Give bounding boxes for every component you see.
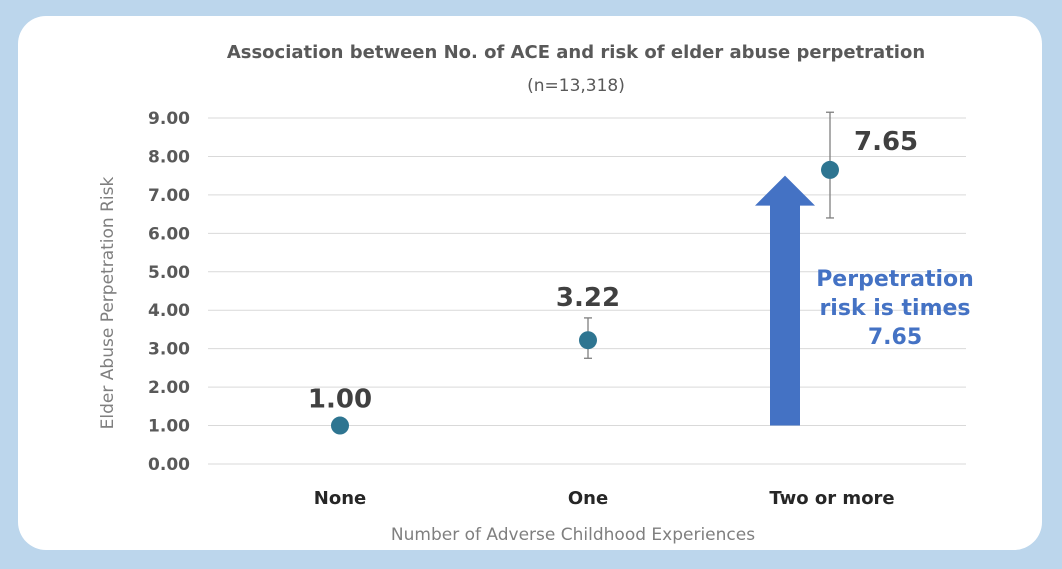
x-axis-label: Number of Adverse Childhood Experiences (391, 525, 755, 545)
chart-subtitle: (n=13,318) (527, 76, 625, 96)
chart-card: Association between No. of ACE and risk … (18, 16, 1042, 550)
annotation-arrow-group (755, 175, 815, 426)
annotation-line: Perpetration (816, 267, 974, 292)
chart-title: Association between No. of ACE and risk … (227, 42, 925, 63)
annotation-arrow (755, 175, 815, 426)
y-tick-label: 4.00 (148, 301, 190, 321)
y-axis-label: Elder Abuse Perpetration Risk (98, 177, 118, 430)
category-label: One (568, 488, 608, 509)
data-points (331, 160, 839, 435)
data-label: 1.00 (308, 385, 372, 415)
chart-svg: Association between No. of ACE and risk … (98, 42, 974, 545)
annotation-line: risk is times (819, 296, 970, 321)
y-tick-label: 7.00 (148, 186, 190, 206)
data-point (579, 331, 597, 350)
data-labels: 1.00 3.22 7.65 (308, 127, 918, 415)
data-label: 3.22 (556, 283, 620, 313)
y-tick-label: 9.00 (148, 109, 190, 129)
y-tick-label: 8.00 (148, 147, 190, 167)
y-tick-label: 6.00 (148, 224, 190, 244)
y-tick-label: 2.00 (148, 378, 190, 398)
y-tick-labels: 0.00 1.00 2.00 3.00 4.00 5.00 6.00 7.00 8.00 9.00 (148, 109, 190, 475)
y-tick-label: 5.00 (148, 263, 190, 283)
data-point (821, 160, 839, 179)
footer-strip (0, 557, 1062, 569)
category-labels: None One Two or more (314, 488, 895, 509)
y-tick-label: 0.00 (148, 455, 190, 475)
category-label: None (314, 488, 366, 509)
data-label: 7.65 (854, 127, 918, 157)
annotation-line: 7.65 (868, 325, 922, 350)
category-label: Two or more (769, 488, 894, 509)
y-tick-label: 3.00 (148, 340, 190, 360)
annotation-text: Perpetration risk is times 7.65 (816, 267, 974, 350)
y-tick-label: 1.00 (148, 417, 190, 437)
data-point (331, 416, 349, 435)
